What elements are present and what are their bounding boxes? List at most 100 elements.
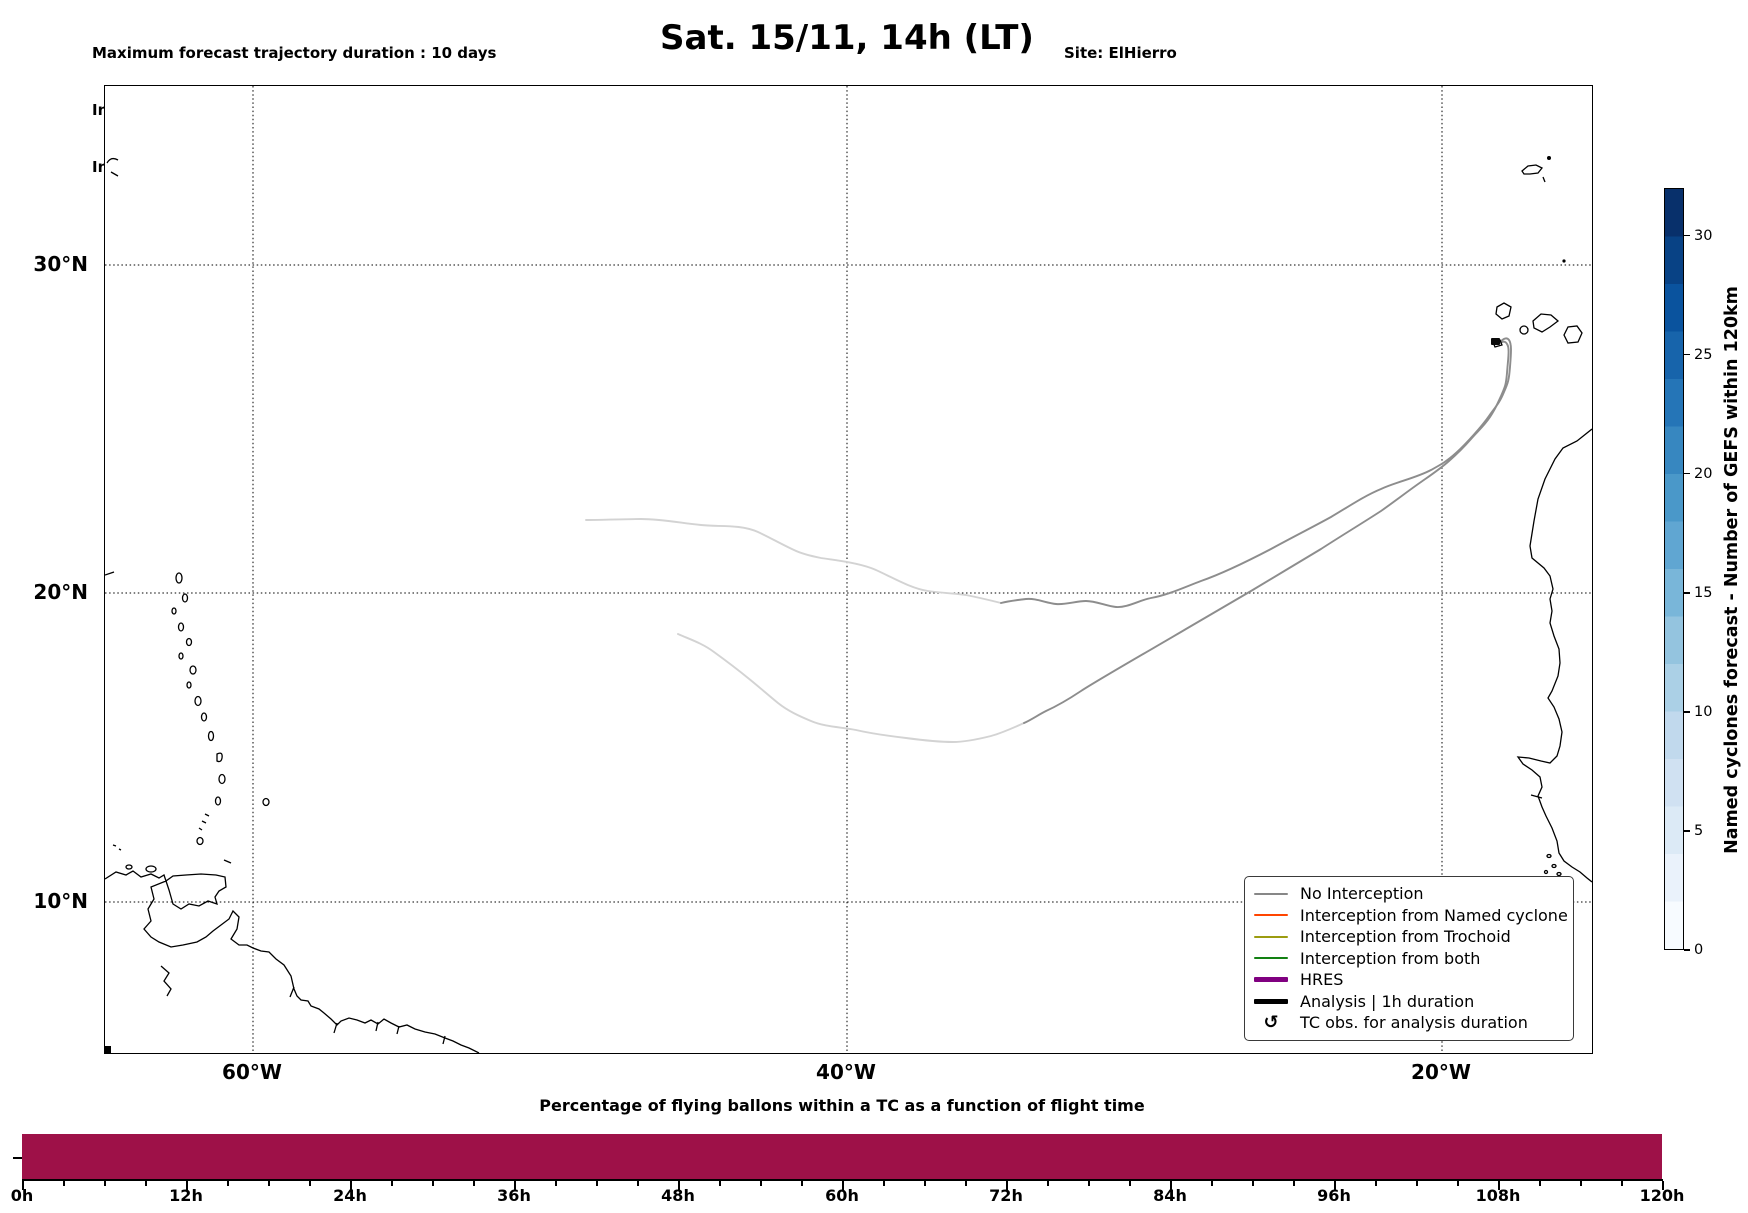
x-minor-tick [1621,1181,1623,1186]
legend-item: HRES [1251,969,1565,991]
orinoco-river [160,965,172,997]
x-minor-tick [1293,1181,1295,1186]
colorbar-tick-label: 5 [1694,822,1704,839]
south-america-coast [105,870,480,1053]
island [262,797,270,807]
tc-cyclone-icon: ↺ [1263,1011,1279,1033]
legend-line-swatch [1251,892,1291,895]
percentage-bar [22,1134,1662,1179]
x-minor-tick [1375,1181,1377,1186]
legend-item-label: Interception from Trochoid [1300,927,1511,947]
x-minor-tick [473,1181,475,1186]
x-minor-tick [145,1181,147,1186]
colorbar-tick [1684,353,1690,356]
bottom-chart-title: Percentage of flying ballons within a TC… [539,1096,1145,1115]
x-minor-tick [104,1181,106,1186]
map-canvas [105,86,1592,1053]
colorbar-tick [1684,711,1690,713]
legend-item: Interception from Named cyclone [1251,905,1568,927]
x-minor-tick [555,1181,557,1186]
x-minor-tick [965,1181,967,1186]
legend-line-swatch [1251,914,1291,917]
x-tick-label: 36h [497,1186,531,1205]
x-tick-label: 12h [169,1186,203,1205]
map-corner-fragment [105,1046,111,1053]
x-minor-tick [760,1181,762,1186]
lat-label-10n: 10°N [33,889,88,913]
x-major-tick [186,1181,188,1190]
lat-label-30n: 30°N [33,252,88,276]
island [189,665,197,675]
gambia-river-mark [1530,794,1543,799]
island [216,752,223,763]
madeira-coast [1521,164,1546,183]
island [105,571,115,576]
legend-item-label: TC obs. for analysis duration [1300,1013,1528,1033]
trajectory-a-main [1000,337,1512,608]
x-minor-tick [1129,1181,1131,1186]
x-tick-label: 24h [333,1186,367,1205]
colorbar-tick [1684,830,1690,832]
legend-item: ↺ TC obs. for analysis duration [1251,1012,1565,1034]
colorbar-tick-label: 25 [1694,346,1713,363]
x-minor-tick [1457,1181,1459,1186]
coastlines [105,157,1592,1053]
porto-santo-island [1547,156,1551,160]
trajectory-a-faded [585,518,1002,604]
trajectory-b-main [1023,340,1510,724]
legend-item-label: Interception from Named cyclone [1300,905,1568,925]
island [125,864,133,870]
x-minor-tick [801,1181,803,1186]
savage-islands [1562,259,1566,263]
island [185,637,193,647]
x-tick-label: 48h [661,1186,695,1205]
x-tick-label: 84h [1153,1186,1187,1205]
x-tick-label: 0h [10,1186,34,1205]
trajectory-map: No Interception Interception from Named c… [104,85,1593,1054]
bottom-chart-x-axis [22,1179,1663,1181]
x-minor-tick [596,1181,598,1186]
x-major-tick [1006,1181,1008,1190]
x-minor-tick [63,1181,65,1186]
x-tick-label: 72h [989,1186,1023,1205]
lesser-antilles [105,571,270,873]
africa-coast [1516,428,1592,883]
colorbar-tick [1684,234,1690,237]
island [200,712,208,722]
colorbar-tick [1684,473,1690,475]
island [178,652,184,660]
x-major-tick [514,1181,516,1190]
max-duration-text: Maximum forecast trajectory duration : 1… [92,44,497,62]
bissau-islets [1543,853,1562,877]
x-major-tick [842,1181,844,1190]
island [223,859,232,864]
colorbar-tick [1684,592,1690,594]
island [177,622,185,632]
x-major-tick [350,1181,352,1190]
island [198,813,210,831]
x-minor-tick [719,1181,721,1186]
legend-item: Interception from Trochoid [1251,926,1565,948]
island [1556,871,1562,877]
x-major-tick [22,1181,24,1190]
x-minor-tick [1047,1181,1049,1186]
island [175,572,183,584]
x-minor-tick [432,1181,434,1186]
colorbar-gradient [1664,188,1684,950]
figure-title: Sat. 15/11, 14h (LT) [660,18,1034,58]
island [218,773,226,785]
x-minor-tick [1539,1181,1541,1186]
legend-line-swatch [1251,957,1291,960]
legend-item-label: HRES [1300,970,1344,990]
lon-label-60w: 60°W [222,1060,282,1084]
deployment-site-marker [1491,338,1500,345]
x-major-tick [678,1181,680,1190]
bottom-chart-y-tick [13,1157,22,1159]
lon-label-40w: 40°W [816,1060,876,1084]
x-minor-tick [1416,1181,1418,1186]
x-major-tick [1662,1181,1664,1190]
site-text: Site: ElHierro [1064,44,1177,62]
x-minor-tick [1252,1181,1254,1186]
x-minor-tick [309,1181,311,1186]
